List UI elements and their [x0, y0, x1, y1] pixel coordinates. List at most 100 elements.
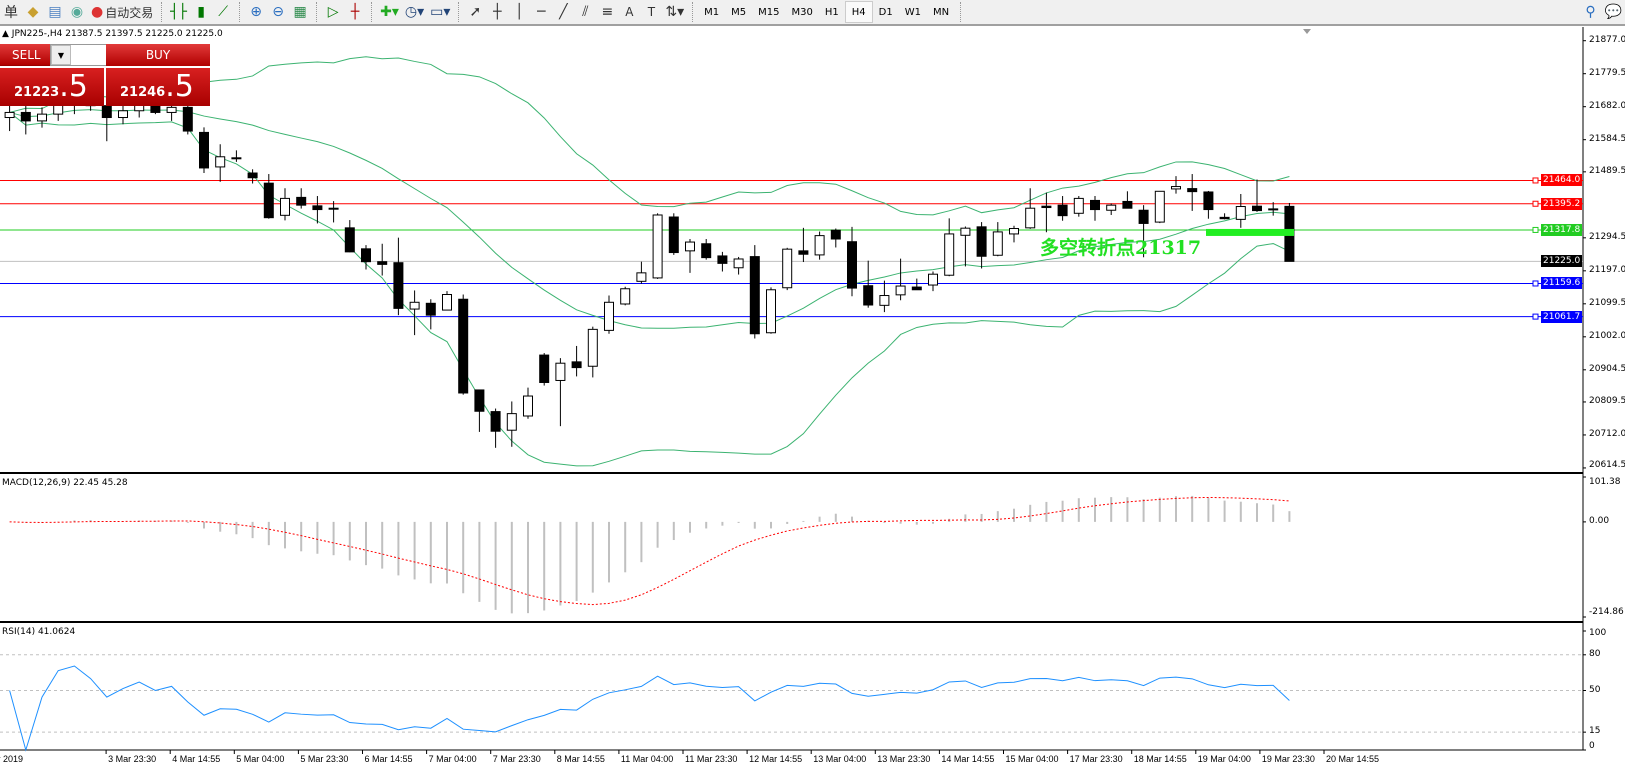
bar-chart-icon[interactable]: ┤├	[170, 4, 188, 20]
time-axis-label: 19 Mar 23:30	[1261, 754, 1315, 764]
separator	[161, 2, 163, 22]
timeframe-d1[interactable]: D1	[878, 6, 893, 18]
candle-body-bearish	[571, 361, 582, 369]
candle	[587, 326, 598, 378]
candle	[668, 213, 679, 255]
price-panel	[0, 56, 1583, 467]
search-icon[interactable]: ⚲	[1585, 4, 1596, 20]
candle	[247, 169, 258, 184]
candle	[782, 247, 793, 291]
symbol-info: ▲ JPN225-,H4 21387.5 21397.5 21225.0 212…	[2, 29, 223, 39]
timeframe-m15[interactable]: M15	[758, 6, 780, 18]
line-chart-icon[interactable]: ⟋	[218, 4, 228, 20]
chart-shift-icon[interactable]: ┼	[350, 4, 360, 20]
decrease-lot-icon[interactable]: ▼	[51, 45, 71, 65]
community-icon[interactable]: 💬	[1604, 4, 1622, 20]
text-icon[interactable]: A	[625, 5, 634, 19]
candle	[1057, 196, 1068, 221]
candle-body-bullish	[409, 301, 420, 310]
fibonacci-icon[interactable]: ≡	[601, 4, 614, 20]
signal-icon[interactable]: ◉	[70, 4, 84, 20]
zoom-out-icon[interactable]: ⊖	[272, 4, 284, 20]
candle	[1090, 196, 1100, 221]
autoscroll-icon[interactable]: ▷	[327, 4, 339, 20]
tile-windows-icon[interactable]: ▦	[293, 4, 307, 20]
profiles-icon[interactable]: ▤	[48, 4, 62, 20]
periods-icon[interactable]: ◷▾	[404, 4, 425, 20]
arrows-icon[interactable]: ⇅▾	[665, 4, 685, 20]
candle-body-bullish	[928, 273, 938, 286]
timeframe-m30[interactable]: M30	[791, 6, 813, 18]
rsi-axis-label: 80	[1589, 648, 1601, 659]
indicators-icon[interactable]: ✚▾	[380, 4, 399, 20]
price-tick-label: 21294.5	[1589, 231, 1625, 242]
separator	[458, 2, 460, 22]
timeframe-mn[interactable]: MN	[932, 6, 950, 18]
candle-body-bearish	[199, 131, 209, 169]
level-price-tag: 21061.7	[1541, 310, 1582, 323]
horizontal-line-icon[interactable]: ─	[537, 4, 546, 20]
trendline-icon[interactable]: ╱	[559, 4, 568, 20]
candle	[830, 228, 841, 248]
chart-canvas[interactable]	[0, 27, 1625, 768]
candle	[555, 358, 566, 427]
equidistant-channel-icon[interactable]: ⫽	[582, 4, 589, 20]
pivot-marker-bar	[1206, 228, 1294, 236]
sell-price-button[interactable]: 21223.5	[0, 68, 104, 106]
candle	[344, 220, 355, 253]
candle	[620, 286, 631, 306]
candle	[976, 222, 987, 269]
candle	[992, 222, 1003, 257]
candle	[717, 251, 728, 272]
timeframe-m5[interactable]: M5	[731, 6, 747, 18]
price-tick-label: 20809.5	[1589, 395, 1625, 406]
candle-body-bullish	[766, 289, 776, 334]
menu-fragment[interactable]: 单	[4, 5, 18, 21]
separator	[371, 2, 373, 22]
macd-axis-label: 101.38	[1589, 477, 1621, 487]
vertical-line-icon[interactable]: │	[515, 4, 524, 20]
candle	[361, 245, 371, 270]
crosshair-icon[interactable]: ┼	[493, 4, 502, 20]
label-icon[interactable]: T	[647, 5, 656, 19]
buy-price-button[interactable]: 21246.5	[106, 68, 210, 106]
price-tick-label: 20904.5	[1589, 363, 1625, 374]
buy-price-main: 21246	[120, 85, 166, 100]
candle-body-bearish	[539, 354, 550, 383]
price-tick-label: 21682.0	[1589, 100, 1625, 111]
candle-body-bullish	[4, 111, 15, 119]
candlestick-icon[interactable]: ▮	[197, 4, 205, 20]
candle-body-bearish	[911, 286, 922, 291]
auto-trading-button[interactable]: ● 自动交易	[88, 1, 156, 23]
time-axis-label: 18 Mar 14:55	[1133, 754, 1187, 764]
candle-body-bearish	[328, 207, 339, 210]
timeframe-w1[interactable]: W1	[904, 6, 921, 18]
level-price-tag: 21395.2	[1541, 197, 1582, 210]
templates-icon[interactable]: ▭▾	[430, 4, 451, 20]
candle	[1171, 176, 1181, 194]
cursor-icon[interactable]: ➚	[469, 4, 482, 20]
buy-button[interactable]: BUY	[106, 44, 210, 66]
candle	[749, 245, 760, 339]
candle	[960, 226, 971, 267]
candle-body-bullish	[1106, 204, 1117, 211]
zoom-in-icon[interactable]: ⊕	[250, 4, 262, 20]
time-axis-label: 15 Mar 04:00	[1005, 754, 1059, 764]
timeframe-h1[interactable]: H1	[824, 6, 839, 18]
candle	[377, 243, 388, 276]
candle-body-bullish	[782, 248, 793, 289]
time-axis-label: 13 Mar 04:00	[813, 754, 867, 764]
candle	[215, 144, 226, 182]
candle-body-bullish	[992, 231, 1003, 256]
level-price-tag: 21317.8	[1541, 223, 1582, 236]
timeframe-h4[interactable]: H4	[844, 1, 873, 23]
timeframe-m1[interactable]: M1	[704, 6, 720, 18]
folder-icon[interactable]: ◆	[27, 4, 39, 20]
bollinger-middle-line	[9, 109, 1290, 329]
separator	[316, 2, 318, 22]
price-tick-label: 21877.0	[1589, 34, 1625, 45]
candle	[523, 387, 533, 419]
candle	[539, 353, 550, 386]
time-axis-label: 8 Mar 14:55	[556, 754, 605, 764]
candle-body-bullish	[895, 285, 906, 296]
